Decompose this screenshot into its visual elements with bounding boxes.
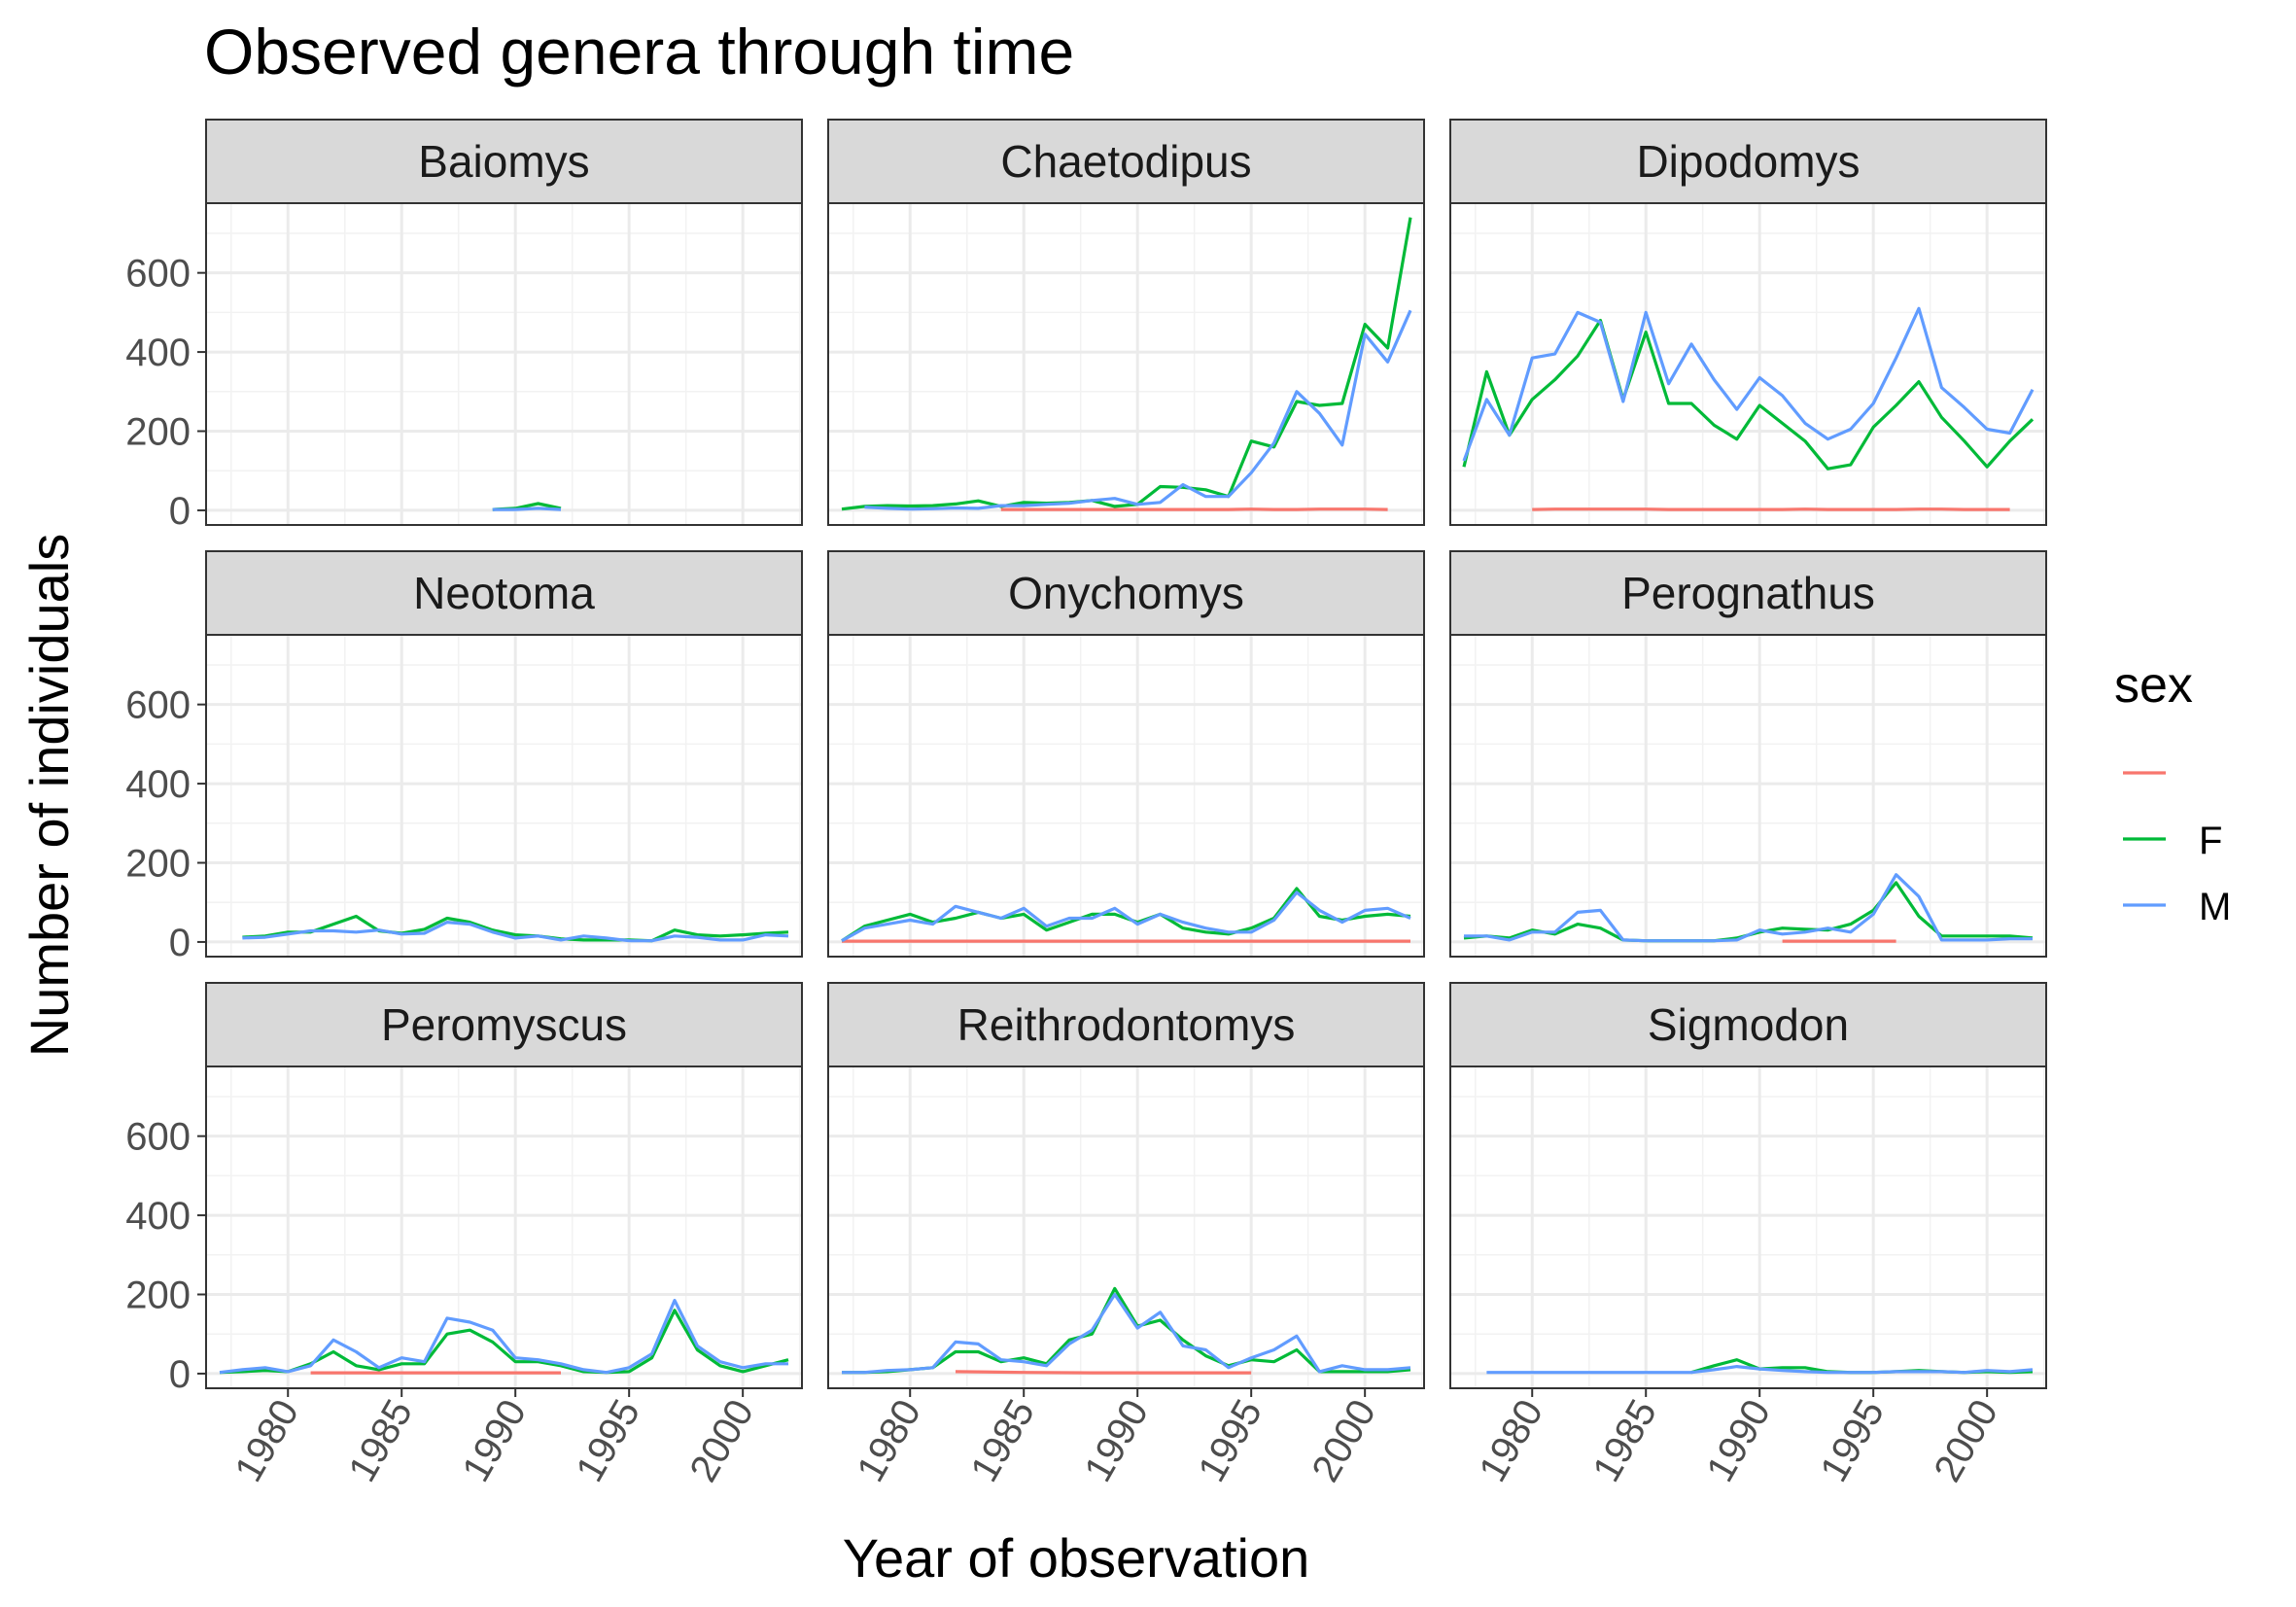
y-tick-label: 200 bbox=[125, 843, 191, 886]
panel-border bbox=[1449, 202, 2047, 526]
facet-strip bbox=[827, 550, 1425, 636]
y-tick-label: 0 bbox=[169, 1353, 191, 1396]
panel-background bbox=[828, 1066, 1424, 1388]
facet-strip-label: Baiomys bbox=[418, 136, 589, 187]
facet-panel-neotoma: Neotoma bbox=[205, 550, 803, 958]
facet-strip-label: Reithrodontomys bbox=[957, 999, 1296, 1050]
x-tick-label: 1980 bbox=[226, 1393, 307, 1489]
x-tick-label: 1995 bbox=[1190, 1393, 1270, 1489]
facet-strip bbox=[1449, 982, 2047, 1067]
y-tick-label: 600 bbox=[125, 1116, 191, 1159]
panel-border bbox=[205, 202, 803, 526]
x-tick-label: 1985 bbox=[962, 1393, 1043, 1489]
legend-label: M bbox=[2199, 886, 2231, 928]
y-tick-label: 400 bbox=[125, 332, 191, 374]
series-line-f bbox=[1462, 318, 2035, 471]
x-tick-label: 1990 bbox=[1698, 1393, 1779, 1489]
x-tick-label: 1995 bbox=[1812, 1393, 1893, 1489]
facet-strip-label: Neotoma bbox=[413, 568, 595, 618]
facet-strip bbox=[1449, 119, 2047, 204]
y-tick-label: 200 bbox=[125, 1275, 191, 1317]
facet-strip-label: Onychomys bbox=[1008, 568, 1244, 618]
facet-panels: Baiomys Chaetodipus Dipodomys Neotoma Onycho… bbox=[205, 119, 2047, 1389]
x-tick-label: 1980 bbox=[849, 1393, 929, 1489]
series-line-m bbox=[864, 309, 1412, 511]
x-tick-label: 1990 bbox=[454, 1393, 535, 1489]
facet-panel-perognathus: Perognathus bbox=[1449, 550, 2047, 958]
series-line-m bbox=[1486, 1365, 2034, 1375]
panel-border bbox=[827, 1066, 1425, 1389]
panel-background bbox=[1450, 1066, 2046, 1388]
y-tick-label: 600 bbox=[125, 684, 191, 727]
series-line-m bbox=[842, 1292, 1411, 1375]
facet-panel-baiomys: Baiomys bbox=[205, 119, 803, 526]
x-tick-label: 1985 bbox=[1584, 1393, 1665, 1489]
facet-strip bbox=[1449, 550, 2047, 636]
series-line-m bbox=[492, 507, 562, 511]
x-tick-label: 2000 bbox=[1304, 1393, 1384, 1489]
facet-panel-onychomys: Onychomys bbox=[827, 550, 1425, 958]
series-line-m bbox=[219, 1299, 788, 1375]
panel-background bbox=[206, 203, 802, 525]
facet-strip-label: Dipodomys bbox=[1636, 136, 1860, 187]
panel-background bbox=[206, 635, 802, 957]
facet-strip bbox=[205, 550, 803, 636]
facet-strip-label: Sigmodon bbox=[1648, 999, 1849, 1050]
facet-strip bbox=[205, 982, 803, 1067]
legend: sex FM bbox=[2114, 657, 2231, 928]
chart-title: Observed genera through time bbox=[204, 16, 1074, 87]
facet-panel-peromyscus: Peromyscus bbox=[205, 982, 803, 1389]
series-line-m bbox=[841, 891, 1411, 943]
y-tick-label: 0 bbox=[169, 490, 191, 533]
panel-background bbox=[1450, 635, 2046, 957]
panel-border bbox=[827, 634, 1425, 958]
y-tick-label: 600 bbox=[125, 253, 191, 296]
facet-strip-label: Chaetodipus bbox=[1000, 136, 1251, 187]
y-tick-label: 400 bbox=[125, 1195, 191, 1238]
x-tick-label: 1980 bbox=[1471, 1393, 1551, 1489]
x-tick-label: 2000 bbox=[1926, 1393, 2006, 1489]
series-line-f bbox=[242, 914, 789, 943]
series-line-f bbox=[841, 217, 1412, 511]
x-tick-label: 2000 bbox=[681, 1393, 762, 1489]
panel-border bbox=[205, 634, 803, 958]
panel-background bbox=[828, 635, 1424, 957]
panel-border bbox=[1449, 1066, 2047, 1389]
facet-panel-chaetodipus: Chaetodipus bbox=[827, 119, 1425, 526]
x-axis-title: Year of observation bbox=[843, 1527, 1309, 1589]
x-tick-label: 1985 bbox=[340, 1393, 421, 1489]
y-axis-tick-labels: 0 200 400 600 0 200 400 600 0 200 400 600 bbox=[125, 253, 206, 1396]
facet-strip-label: Peromyscus bbox=[381, 999, 627, 1050]
facet-strip-label: Perognathus bbox=[1621, 568, 1875, 618]
x-axis-tick-labels: 1980 1985 1990 1995 2000 1980 1985 1990 1995 2000… bbox=[226, 1388, 2006, 1489]
y-axis-title: Number of individuals bbox=[18, 534, 80, 1057]
series-line-m bbox=[1464, 873, 2033, 943]
panel-border bbox=[827, 202, 1425, 526]
facet-strip bbox=[827, 982, 1425, 1067]
y-tick-label: 200 bbox=[125, 411, 191, 454]
facet-panel-reithrodontomys: Reithrodontomys bbox=[827, 982, 1425, 1389]
series-line-m bbox=[242, 921, 789, 943]
y-tick-label: 0 bbox=[169, 922, 191, 964]
panel-border bbox=[1449, 634, 2047, 958]
panel-background bbox=[206, 1066, 802, 1388]
facet-strip bbox=[205, 119, 803, 204]
series-line-m bbox=[1462, 306, 2035, 462]
y-tick-label: 400 bbox=[125, 763, 191, 806]
legend-label: F bbox=[2199, 820, 2222, 862]
panel-border bbox=[205, 1066, 803, 1389]
panel-background bbox=[828, 203, 1424, 525]
x-tick-label: 1990 bbox=[1076, 1393, 1157, 1489]
x-tick-label: 1995 bbox=[568, 1393, 648, 1489]
facet-panel-sigmodon: Sigmodon bbox=[1449, 982, 2047, 1389]
panel-background bbox=[1450, 203, 2046, 525]
legend-title: sex bbox=[2114, 657, 2193, 714]
facet-panel-dipodomys: Dipodomys bbox=[1449, 119, 2047, 526]
facet-strip bbox=[827, 119, 1425, 204]
series-line-blank bbox=[955, 1370, 1252, 1375]
